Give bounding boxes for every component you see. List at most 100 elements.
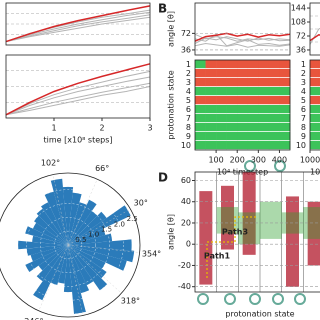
polar-bar: [38, 245, 68, 271]
polar-grid: [12, 189, 124, 301]
theta-tick-label: 246°: [24, 317, 43, 320]
density-band: [216, 207, 239, 234]
heat-cell: [247, 60, 259, 69]
polar-bar: [33, 245, 68, 301]
polar-bar: [68, 202, 87, 245]
heat-cell: [216, 123, 227, 132]
polar-grid: [0, 175, 138, 315]
polar-bar: [68, 228, 106, 245]
heat-cell: [226, 87, 238, 96]
heat-cell: [268, 96, 280, 105]
polar-bar: [32, 222, 68, 245]
row-label: 3: [301, 78, 306, 87]
polar-bar: [58, 245, 68, 284]
y-tick-label: -20: [178, 261, 191, 270]
heat-cell: [310, 141, 320, 150]
polar-spoke: [67, 244, 84, 316]
heat-cell: [310, 114, 320, 123]
heat-cell: [268, 60, 280, 69]
heat-cell: [195, 69, 206, 78]
heat-cell: [268, 132, 280, 141]
y-axis-label: angle [θ]: [167, 11, 176, 47]
heat-cell: [226, 132, 238, 141]
heat-cell: [205, 141, 217, 150]
density-band: [307, 201, 320, 266]
heat-cell: [268, 78, 280, 87]
row-label: 6: [301, 105, 306, 114]
state-icon: [249, 293, 261, 305]
polar-bar: [41, 202, 68, 245]
y-tick-label: 60: [181, 176, 191, 185]
heat-cell: [310, 96, 320, 105]
row-label: 7: [186, 114, 191, 123]
density-band: [286, 196, 299, 287]
x-tick-label: 400: [272, 156, 287, 165]
y-tick-label: 108: [291, 18, 306, 27]
state-icon: [224, 293, 236, 305]
x-tick-label: 200: [230, 156, 245, 165]
heat-cell: [279, 123, 291, 132]
heat-cell: [237, 132, 249, 141]
heat-cell: [310, 87, 320, 96]
polar-bar: [25, 245, 68, 272]
heat-cell: [279, 87, 291, 96]
plot-frame: [194, 2, 291, 56]
heat-cell: [258, 78, 270, 87]
state-icon: [294, 293, 306, 305]
theta-tick-label: 102°: [41, 158, 60, 167]
row-label: 5: [186, 96, 191, 105]
x-tick-label: 100: [208, 156, 223, 165]
heat-cell: [258, 96, 270, 105]
polar-spoke: [67, 179, 98, 246]
polar-spoke: [52, 174, 69, 246]
polar-bar: [30, 245, 69, 262]
heat-cell: [318, 141, 320, 150]
plot-frame: [309, 2, 320, 56]
heat-cell: [268, 105, 280, 114]
heat-cell: [216, 96, 227, 105]
r-tick-label: 1.5: [101, 225, 112, 233]
x-axis-label: time [x10⁸ steps]: [44, 136, 113, 145]
heat-cell: [226, 141, 238, 150]
polar-bar: [63, 245, 73, 293]
heat-cell: [258, 87, 270, 96]
x-tick-label: 1000: [300, 156, 320, 165]
decorations: [197, 160, 306, 305]
series-line: [194, 32, 291, 42]
polar-grid: [53, 230, 83, 260]
path-annotation: Path1: [204, 252, 231, 261]
y-tick-label: 40: [181, 197, 191, 206]
y-axis-label: protonation state: [167, 70, 176, 139]
heat-cell: [268, 141, 280, 150]
density-band: [260, 201, 282, 239]
polar-spoke: [67, 244, 122, 294]
heat-cell: [268, 69, 280, 78]
polar-bar: [36, 245, 68, 282]
heat-cell: [205, 69, 217, 78]
heat-cell: [226, 78, 238, 87]
y-tick-label: 20: [181, 218, 191, 227]
row-label: 7: [301, 114, 306, 123]
row-label: 5: [301, 96, 306, 105]
polar-bar: [68, 211, 98, 245]
row-label: 1: [186, 60, 191, 69]
heat-cell: [195, 96, 206, 105]
x-axis-label: protonation state: [225, 310, 294, 319]
heat-cell: [226, 105, 238, 114]
heat-cell: [226, 69, 238, 78]
heat-cell: [247, 96, 259, 105]
series-line: [5, 5, 151, 43]
polar-bar: [34, 215, 68, 245]
polar-bar: [68, 245, 108, 291]
heat-cell: [237, 123, 249, 132]
path-annotation: Path3: [222, 228, 248, 237]
polar-bar: [50, 178, 68, 245]
polar-bar: [68, 245, 94, 286]
heat-cell: [310, 105, 320, 114]
row-label: 10: [296, 141, 306, 150]
polar-bar: [68, 239, 132, 251]
r-tick-label: 1.0: [88, 231, 99, 239]
heat-cell: [258, 60, 270, 69]
heat-cell: [258, 105, 270, 114]
